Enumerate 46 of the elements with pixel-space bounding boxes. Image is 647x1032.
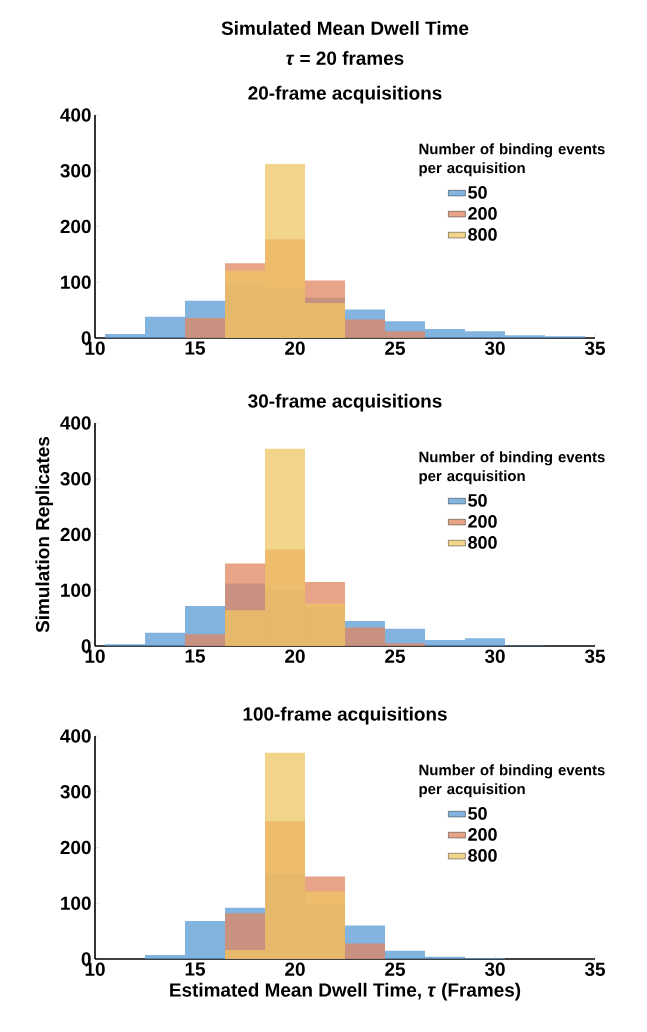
y-tick-label: 100 [61, 896, 91, 910]
y-tick-label: 200 [60, 840, 91, 855]
legend-label: 50 [468, 186, 487, 199]
y-tick-label: 300 [60, 164, 91, 178]
text: τ = 20 frames [286, 51, 404, 65]
legend-label: 50 [468, 494, 487, 507]
legend-title: Number of binding events per acquisition [419, 451, 605, 485]
y-tick-label: 400 [60, 416, 91, 430]
x-tick-label: 30 [484, 341, 505, 355]
text: Simulated Mean Dwell Time [221, 21, 469, 35]
legend-label: 200 [468, 207, 497, 220]
x-tick-label: 20 [285, 962, 305, 976]
x-tick-label: 15 [185, 341, 205, 355]
x-axis-title: Estimated Mean Dwell Time, τ (Frames) [170, 982, 521, 1001]
legend-label: 800 [468, 536, 497, 549]
x-tick-label: 30 [484, 962, 505, 976]
x-tick-label: 35 [584, 341, 605, 355]
x-tick-label: 15 [185, 962, 205, 976]
legend-label: 800 [468, 849, 497, 862]
y-axis-title: Simulation Replicates [35, 436, 54, 633]
x-tick-label: 25 [385, 341, 405, 355]
x-tick-label: 20 [285, 341, 305, 355]
chart-title: 100-frame acquisitions [243, 706, 447, 725]
y-tick-label: 400 [60, 108, 91, 122]
legend-title: Number of binding events per acquisition [419, 143, 605, 177]
x-tick-label: 30 [484, 649, 505, 663]
y-tick-label: 100 [61, 275, 91, 289]
chart-title: 20-frame acquisitions [248, 85, 442, 104]
y-tick-label: 200 [60, 527, 91, 542]
chart-title: 30-frame acquisitions [248, 393, 442, 412]
x-tick-label: 20 [285, 649, 305, 663]
y-tick-label: 300 [60, 785, 91, 799]
legend-title: Number of binding events per acquisition [419, 764, 605, 798]
y-tick-label: 200 [60, 219, 91, 234]
x-tick-label: 25 [385, 962, 405, 976]
legend-label: 200 [468, 515, 497, 528]
y-tick-label: 100 [61, 583, 91, 597]
legend-label: 50 [468, 807, 487, 820]
legend-label: 200 [468, 828, 497, 841]
x-tick-label: 25 [385, 649, 405, 663]
x-tick-label: 15 [185, 649, 205, 663]
x-tick-label: 35 [584, 649, 605, 663]
y-tick-label: 400 [60, 729, 91, 743]
y-tick-label: 300 [60, 472, 91, 486]
legend-label: 800 [468, 228, 497, 241]
x-tick-label: 35 [584, 962, 605, 976]
